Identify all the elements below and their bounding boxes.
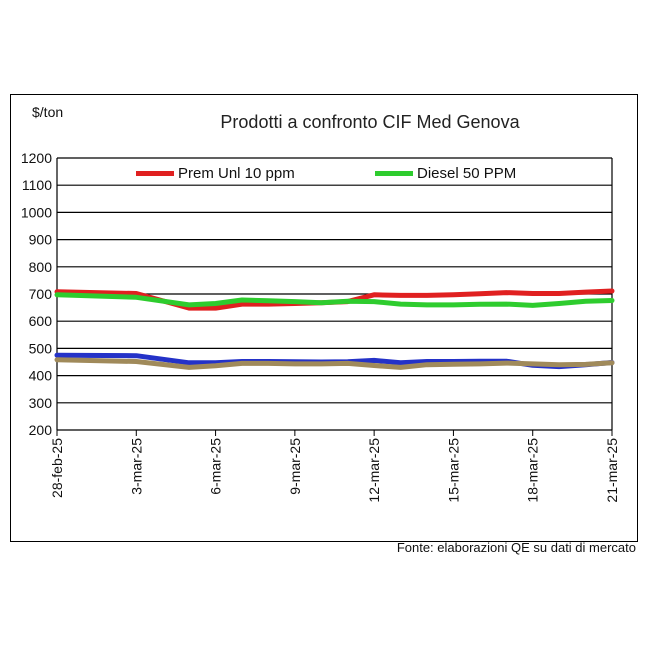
source-note: Fonte: elaborazioni QE su dati di mercat… bbox=[396, 540, 636, 555]
x-tick-label: 28-feb-25 bbox=[49, 438, 65, 498]
y-tick-label: 200 bbox=[29, 422, 53, 438]
chart-title: Prodotti a confronto CIF Med Genova bbox=[220, 112, 520, 132]
y-tick-label: 1100 bbox=[22, 177, 52, 193]
y-tick-label: 300 bbox=[29, 395, 53, 411]
legend-item-prem-unl: Prem Unl 10 ppm bbox=[136, 165, 295, 182]
series-line-0 bbox=[54, 288, 615, 311]
legend-swatch-red bbox=[136, 171, 174, 176]
y-tick-label: 1200 bbox=[21, 150, 52, 166]
y-tick-label: 700 bbox=[29, 286, 53, 302]
series-line-1 bbox=[54, 292, 615, 308]
y-unit-label: $/ton bbox=[32, 104, 64, 120]
x-tick-label: 3-mar-25 bbox=[128, 438, 144, 495]
x-tick-label: 12-mar-25 bbox=[366, 438, 382, 503]
chart-frame bbox=[10, 94, 638, 542]
y-tick-label: 1000 bbox=[21, 204, 52, 220]
legend-label-prem-unl: Prem Unl 10 ppm bbox=[178, 165, 295, 182]
legend-item-diesel: Diesel 50 PPM bbox=[375, 165, 516, 182]
y-tick-label: 600 bbox=[29, 313, 53, 329]
y-tick-label: 400 bbox=[29, 368, 53, 384]
x-tick-label: 21-mar-25 bbox=[604, 438, 620, 503]
y-tick-label: 500 bbox=[29, 340, 53, 356]
legend-label-diesel: Diesel 50 PPM bbox=[417, 165, 517, 182]
y-tick-label: 800 bbox=[29, 259, 53, 275]
x-tick-label: 6-mar-25 bbox=[208, 438, 224, 495]
x-tick-label: 18-mar-25 bbox=[525, 438, 541, 503]
series-line-3 bbox=[54, 357, 615, 370]
y-tick-label: 900 bbox=[29, 232, 53, 248]
x-tick-label: 9-mar-25 bbox=[287, 438, 303, 495]
x-tick-label: 15-mar-25 bbox=[445, 438, 461, 503]
legend-swatch-green bbox=[375, 171, 413, 176]
